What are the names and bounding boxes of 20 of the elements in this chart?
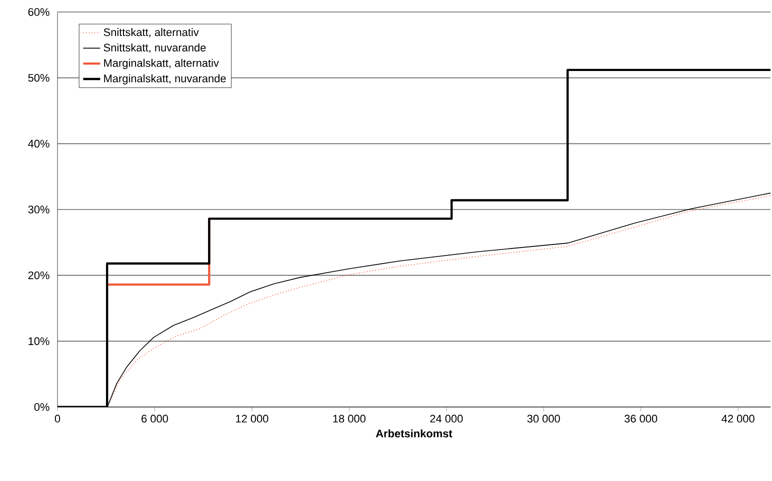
y-tick-label: 50% <box>28 74 50 82</box>
legend-label: Snittskatt, alternativ <box>104 28 199 38</box>
legend-label: Snittskatt, nuvarande <box>104 43 206 53</box>
x-tick-label: 0 <box>54 414 60 423</box>
x-tick-label: 24 000 <box>430 414 463 423</box>
x-tick-label: 12 000 <box>236 414 268 423</box>
y-tick-label: 40% <box>28 140 50 148</box>
x-axis-title: Arbetsinkomst <box>376 429 452 438</box>
x-tick-label: 36 000 <box>624 414 658 423</box>
x-tick-label: 6 000 <box>142 414 168 423</box>
x-tick-label: 18 000 <box>333 414 366 423</box>
y-tick-label: 10% <box>28 337 50 346</box>
y-tick-label: 0% <box>34 403 50 411</box>
legend-label: Marginalskatt, nuvarande <box>104 74 226 84</box>
y-tick-label: 60% <box>28 8 50 16</box>
x-tick-label: 42 000 <box>722 414 754 423</box>
y-tick-label: 30% <box>28 206 50 214</box>
x-tick-label: 30 000 <box>527 414 560 423</box>
legend-label: Marginalskatt, alternativ <box>104 58 219 70</box>
y-tick-label: 20% <box>28 271 50 280</box>
